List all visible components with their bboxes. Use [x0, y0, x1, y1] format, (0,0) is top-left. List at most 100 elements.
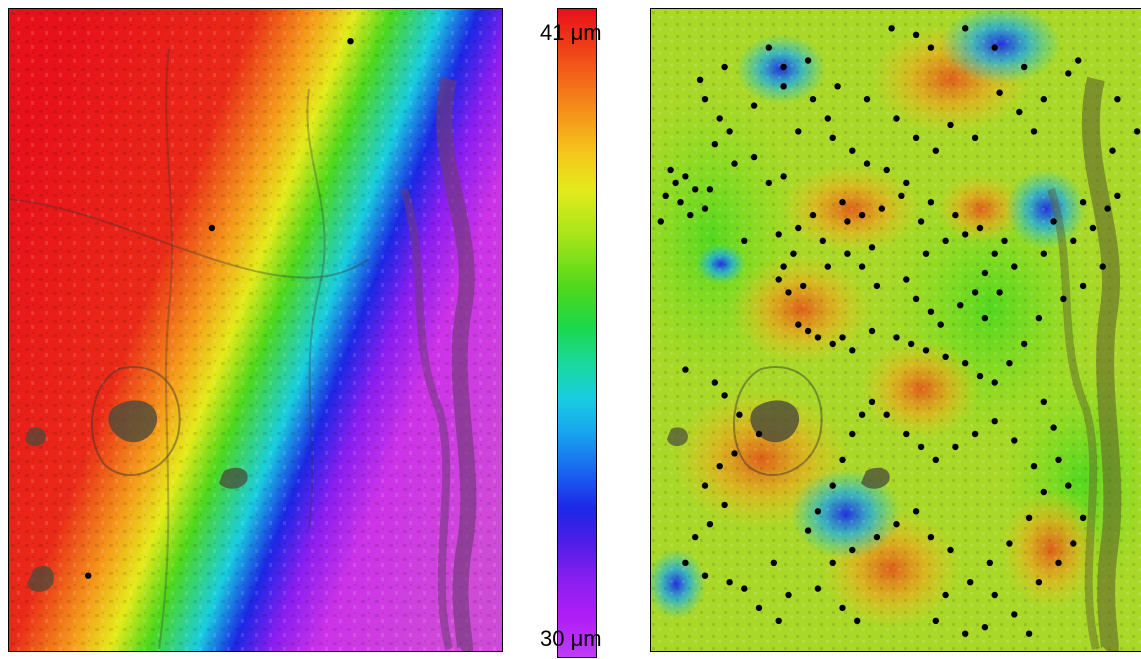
river — [1081, 76, 1122, 651]
lake — [219, 467, 248, 489]
aerial-texture — [9, 9, 502, 651]
station-point — [706, 521, 714, 528]
station-point — [765, 44, 772, 51]
station-point — [942, 591, 949, 599]
station-point — [844, 218, 851, 225]
station-point — [1104, 205, 1111, 212]
station-point — [692, 186, 699, 193]
station-point — [927, 199, 935, 206]
station-point — [814, 585, 822, 592]
map-left-canvas — [9, 9, 502, 651]
station-point — [1070, 237, 1077, 244]
station-point — [1040, 398, 1047, 405]
station-point — [721, 63, 728, 71]
station-point — [922, 250, 930, 257]
station-point — [981, 269, 989, 277]
station-point — [814, 334, 822, 341]
station-point — [888, 25, 895, 32]
station-point — [991, 379, 998, 386]
station-point — [903, 179, 910, 187]
station-points-left — [85, 38, 354, 579]
station-point — [1055, 456, 1062, 463]
station-point — [780, 63, 787, 71]
station-point — [1070, 540, 1077, 547]
lake — [27, 565, 54, 592]
station-point — [991, 591, 998, 599]
station-point — [716, 115, 723, 122]
station-point — [868, 244, 876, 251]
station-point — [883, 166, 890, 174]
station-point — [829, 559, 836, 566]
station-point — [692, 533, 699, 541]
station-point — [1001, 237, 1008, 244]
station-point — [839, 604, 846, 612]
station-point — [844, 250, 851, 257]
station-point — [1040, 250, 1047, 257]
station-point — [858, 263, 866, 270]
station-point — [1050, 424, 1057, 431]
station-point — [667, 166, 674, 174]
station-point — [1099, 263, 1106, 270]
station-point — [780, 263, 787, 270]
station-point — [1025, 514, 1033, 521]
station-point — [932, 147, 939, 154]
station-point — [780, 173, 787, 180]
station-point — [967, 579, 974, 586]
station-point — [731, 450, 738, 457]
station-point — [991, 44, 998, 51]
station-point — [863, 160, 871, 167]
station-point — [795, 224, 802, 232]
station-point — [731, 160, 738, 167]
colorbar-max-label: 41 μm — [540, 20, 602, 45]
station-point — [927, 308, 935, 315]
station-point — [1109, 147, 1116, 154]
station-point — [1075, 57, 1082, 64]
station-point — [1040, 96, 1047, 103]
station-point — [849, 347, 856, 354]
station-point — [711, 379, 718, 386]
station-point — [1079, 199, 1087, 206]
racetrack-loop — [91, 366, 181, 476]
station-point — [657, 218, 664, 225]
river — [436, 77, 477, 651]
station-point — [785, 289, 792, 296]
station-point — [942, 237, 949, 244]
station-point — [839, 199, 846, 206]
station-point — [765, 179, 772, 187]
station-point — [1040, 488, 1047, 496]
station-point — [750, 102, 758, 109]
station-point — [1079, 514, 1087, 521]
station-point — [800, 282, 807, 290]
station-point — [1133, 128, 1141, 135]
station-point — [1035, 314, 1043, 322]
station-point — [1025, 630, 1033, 637]
station-point — [829, 340, 836, 348]
station-point — [917, 218, 925, 225]
station-point — [687, 211, 694, 219]
station-points-right — [657, 25, 1141, 637]
station-point — [208, 224, 216, 232]
station-point — [962, 231, 969, 238]
station-point — [981, 624, 989, 631]
station-point — [1011, 437, 1018, 444]
station-point — [932, 617, 939, 624]
map-right-canvas — [651, 9, 1141, 651]
station-point — [804, 527, 812, 534]
station-point — [1030, 128, 1038, 135]
river-branch — [400, 187, 453, 650]
station-point — [937, 321, 944, 328]
station-point — [922, 347, 930, 354]
station-point — [893, 521, 900, 528]
station-point — [1035, 579, 1043, 586]
station-point — [814, 508, 822, 515]
station-point — [662, 192, 669, 199]
station-point — [912, 295, 920, 302]
station-point — [824, 263, 831, 270]
station-point — [726, 579, 733, 586]
station-point — [829, 482, 836, 489]
station-point — [677, 199, 684, 206]
station-point — [829, 134, 836, 141]
station-point — [908, 340, 915, 348]
station-point — [1006, 540, 1013, 547]
station-point — [770, 559, 777, 566]
